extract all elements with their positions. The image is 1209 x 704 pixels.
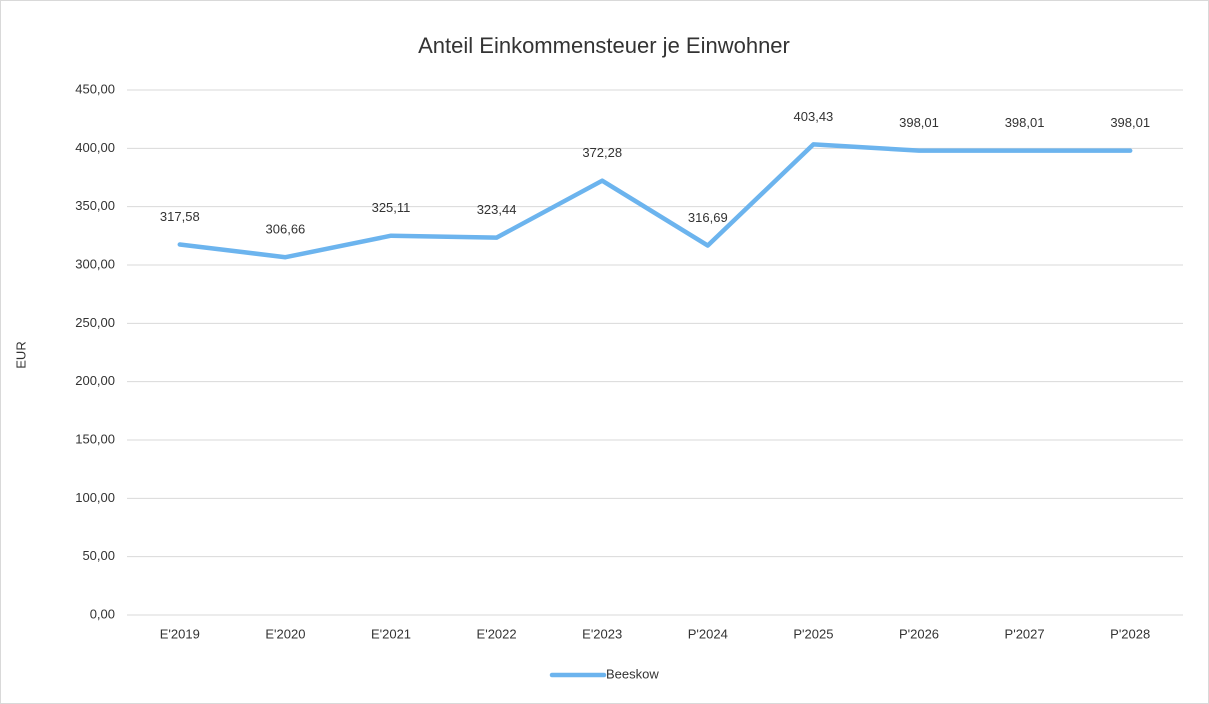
x-tick-label: P'2025 [793, 626, 833, 641]
y-tick-label: 250,00 [75, 315, 115, 330]
y-tick-label: 450,00 [75, 81, 115, 96]
data-label: 398,01 [1005, 115, 1045, 130]
x-tick-label: P'2026 [899, 626, 939, 641]
data-label: 306,66 [266, 222, 306, 237]
data-label: 403,43 [794, 109, 834, 124]
x-tick-label: P'2027 [1005, 626, 1045, 641]
x-tick-label: E'2022 [477, 626, 517, 641]
x-tick-label: E'2019 [160, 626, 200, 641]
chart-title: Anteil Einkommensteuer je Einwohner [418, 33, 790, 58]
line [177, 142, 1133, 260]
y-tick-label: 400,00 [75, 140, 115, 155]
data-label: 398,01 [1110, 115, 1150, 130]
x-tick-label: E'2020 [265, 626, 305, 641]
data-label: 323,44 [477, 202, 517, 217]
legend-label: Beeskow [606, 666, 659, 681]
y-tick-label: 100,00 [75, 490, 115, 505]
data-label: 317,58 [160, 209, 200, 224]
x-tick-label: P'2028 [1110, 626, 1150, 641]
y-tick-label: 0,00 [90, 606, 115, 621]
data-label: 398,01 [899, 115, 939, 130]
y-tick-label: 200,00 [75, 373, 115, 388]
y-axis-label: EUR [13, 341, 28, 368]
x-tick-label: E'2023 [582, 626, 622, 641]
data-label: 325,11 [372, 200, 411, 215]
data-label: 316,69 [688, 210, 728, 225]
x-tick-label: E'2021 [371, 626, 411, 641]
y-tick-label: 150,00 [75, 431, 115, 446]
y-tick-label: 350,00 [75, 198, 115, 213]
data-label: 372,28 [582, 145, 622, 160]
y-tick-label: 50,00 [82, 548, 115, 563]
x-tick-label: P'2024 [688, 626, 728, 641]
y-tick-label: 300,00 [75, 256, 115, 271]
